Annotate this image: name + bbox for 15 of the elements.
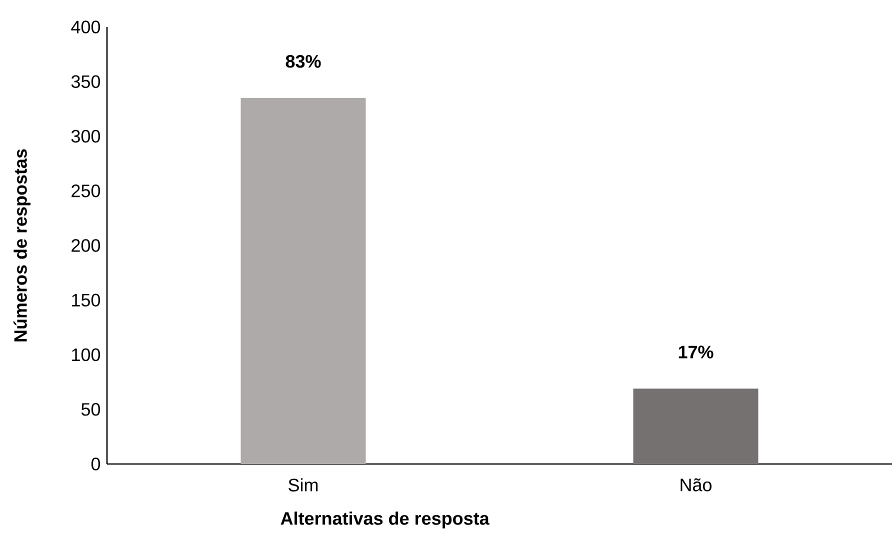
annotation: 83%	[286, 54, 321, 68]
y-tick-label: 0	[91, 458, 100, 470]
x-tick-label: Sim	[288, 478, 318, 492]
y-tick-label: 100	[72, 348, 100, 362]
x-axis-title: Alternativas de resposta	[280, 512, 490, 528]
y-tick-label: 200	[72, 239, 100, 252]
y-tick-label: 250	[72, 184, 100, 198]
y-axis-title: Números de respostas	[14, 149, 30, 342]
annotation: 17%	[678, 346, 714, 358]
y-tick-label: 300	[71, 130, 100, 143]
y-tick-label: 150	[72, 294, 100, 306]
y-tick-label: 400	[71, 20, 100, 34]
y-tick-label: 350	[71, 75, 100, 88]
x-tick-label: Não	[680, 478, 712, 492]
y-tick-label: 50	[81, 403, 100, 416]
